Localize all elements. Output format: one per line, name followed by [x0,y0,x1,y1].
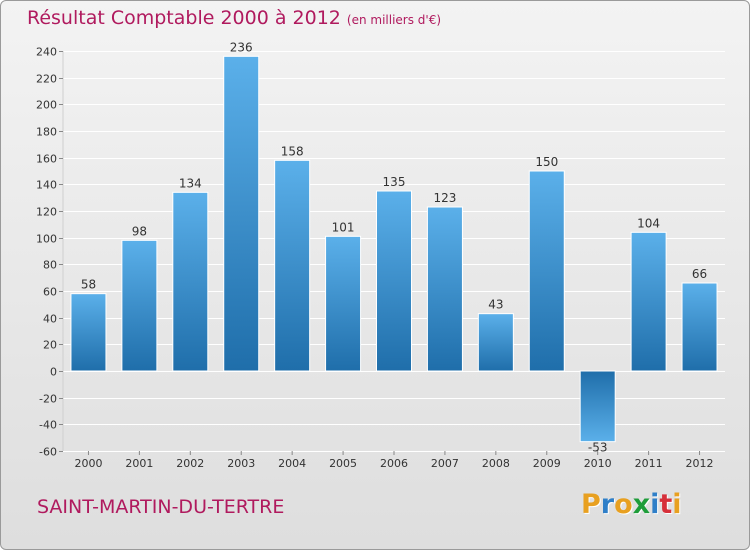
y-tick-label: 120 [36,206,57,219]
x-tick-label: 2004 [278,457,306,470]
value-label: 236 [230,40,253,54]
y-tick-label: 60 [43,286,57,299]
x-tick-label: 2002 [176,457,204,470]
logo-letter: t [659,489,673,520]
value-label: 150 [535,155,558,169]
y-tick-label: 140 [36,179,57,192]
bar-2005 [325,235,362,372]
logo-letter: i [650,489,660,520]
bar-2012 [681,282,718,372]
commune-name: SAINT-MARTIN-DU-TERTRE [37,496,285,518]
y-tick-label: 100 [36,233,57,246]
chart-title: Résultat Comptable 2000 à 2012 (en millie… [27,7,441,29]
bar-2003 [223,55,260,372]
bar-2001 [121,239,158,372]
x-tick-label: 2003 [227,457,255,470]
bar-2010 [579,370,616,443]
x-tick-label: 2008 [482,457,510,470]
y-tick-label: 160 [36,153,57,166]
bar-2000 [70,293,107,372]
value-label: 58 [81,278,96,292]
bar-2011 [630,231,667,372]
x-tick-label: 2000 [74,457,102,470]
logo-letter: x [632,489,651,520]
logo-letter: i [672,489,682,520]
y-tick-label: 240 [36,46,57,59]
y-tick-label: 220 [36,73,57,86]
value-label: 158 [281,144,304,158]
value-label: 98 [132,224,147,238]
bar-2009 [528,170,565,372]
logo-letter: r [600,489,615,520]
value-label: 104 [637,216,660,230]
x-tick-label: 2012 [686,457,714,470]
bar-2006 [376,190,412,372]
bar-2002 [172,191,209,372]
bar-2007 [426,206,463,372]
y-tick-label: 0 [50,366,57,379]
y-tick-label: 200 [36,99,57,112]
x-tick-label: 2007 [431,457,459,470]
x-tick-label: 2010 [584,457,612,470]
value-label: 43 [488,298,503,312]
x-tick-label: 2001 [125,457,153,470]
bar-2004 [274,159,311,372]
chart-title-text: Résultat Comptable 2000 à 2012 [27,7,341,29]
logo-letter: P [581,489,601,520]
y-tick-label: -60 [39,446,57,459]
bar-2008 [477,313,514,372]
y-tick-label: 20 [43,339,57,352]
value-label: -53 [588,441,608,455]
value-label: 101 [332,220,355,234]
y-tick-label: 180 [36,126,57,139]
y-tick-label: 80 [43,259,57,272]
value-label: 123 [433,191,456,205]
chart-subtitle: (en milliers d'€) [346,13,442,27]
x-tick-label: 2006 [380,457,408,470]
value-label: 66 [692,267,707,281]
logo-letter: o [614,489,633,520]
bar-layer [70,55,718,443]
x-tick-label: 2009 [533,457,561,470]
y-tick-label: -20 [39,393,57,406]
value-label: 134 [179,176,202,190]
label-layer: 58 98 134 236 158 101 135 123 43 150 -53 104 66 [81,40,707,454]
x-tick-label: 2011 [635,457,663,470]
y-tick-label: 40 [43,313,57,326]
axis-layer: -60 -40 -20 0 20 40 60 80 100 120 140 160 180 200 220 2… [36,46,714,471]
x-tick-label: 2005 [329,457,357,470]
y-tick-label: -40 [39,419,57,432]
proxiti-logo[interactable]: Proxiti [581,489,682,520]
value-label: 135 [383,175,406,189]
